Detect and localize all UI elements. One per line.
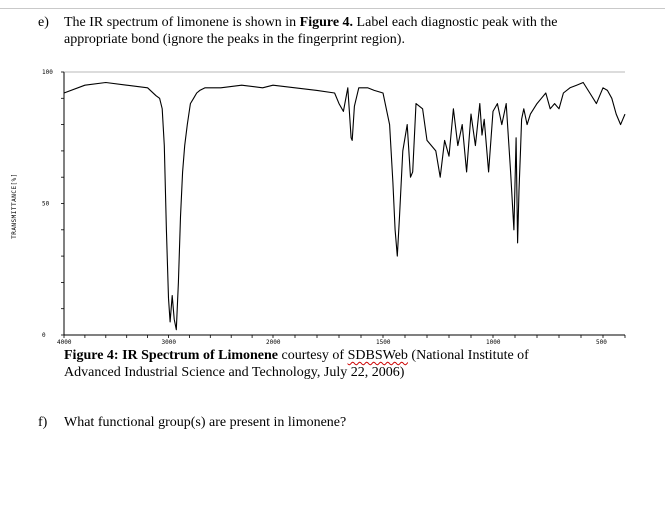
- figure-caption-line2: Advanced Industrial Science and Technolo…: [64, 365, 405, 380]
- chart-ticks: [61, 71, 626, 338]
- question-f-text: What functional group(s) are present in …: [64, 415, 347, 430]
- x-tick-label-4000: 4000: [57, 339, 72, 346]
- x-tick-label-2000: 2000: [266, 339, 281, 346]
- figure-caption-source: SDBSWeb: [347, 348, 408, 363]
- y-tick-label-50: 50: [42, 201, 50, 208]
- y-tick-label-100: 100: [42, 69, 53, 76]
- question-e-figure-ref: Figure 4.: [299, 15, 354, 30]
- y-tick-label-0: 0: [42, 332, 46, 339]
- x-tick-label-1000: 1000: [486, 339, 501, 346]
- figure-caption-pre: courtesy of: [278, 348, 348, 363]
- question-e-number: e): [38, 15, 49, 30]
- question-f-number: f): [38, 415, 48, 430]
- x-tick-label-500: 500: [596, 339, 607, 346]
- figure-caption-line1: Figure 4: IR Spectrum of Limonene courte…: [64, 347, 529, 364]
- figure-caption-title: Figure 4: IR Spectrum of Limonene: [64, 348, 278, 363]
- question-e-line2: appropriate bond (ignore the peaks in th…: [64, 32, 405, 47]
- x-tick-label-3000: 3000: [162, 339, 177, 346]
- spectrum-line: [63, 81, 626, 331]
- figure-caption-post: (National Institute of: [407, 348, 529, 363]
- figure-caption: Figure 4: IR Spectrum of Limonene courte…: [64, 347, 529, 381]
- chart-axes: [63, 71, 625, 336]
- question-e-text-post: Label each diagnostic peak with the: [353, 15, 558, 30]
- question-e-line1: The IR spectrum of limonene is shown in …: [64, 14, 558, 31]
- x-tick-label-1500: 1500: [376, 339, 391, 346]
- question-e-text-pre: The IR spectrum of limonene is shown in: [64, 15, 300, 30]
- page-top-border: [0, 8, 665, 9]
